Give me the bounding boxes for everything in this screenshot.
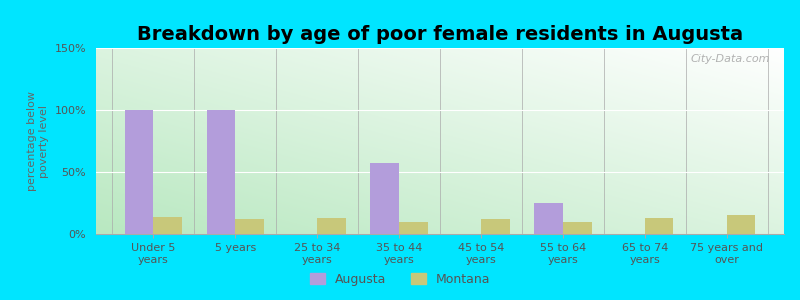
Bar <box>645 218 674 234</box>
Bar <box>726 215 755 234</box>
Bar <box>370 163 399 234</box>
Bar <box>317 218 346 234</box>
Bar <box>534 203 563 234</box>
Title: Breakdown by age of poor female residents in Augusta: Breakdown by age of poor female resident… <box>137 25 743 44</box>
Bar <box>563 222 591 234</box>
Bar <box>399 222 428 234</box>
Bar <box>154 217 182 234</box>
Bar <box>235 219 264 234</box>
Y-axis label: percentage below
poverty level: percentage below poverty level <box>27 91 49 191</box>
Bar <box>481 219 510 234</box>
Bar <box>125 110 154 234</box>
Legend: Augusta, Montana: Augusta, Montana <box>305 268 495 291</box>
Text: City-Data.com: City-Data.com <box>690 54 770 64</box>
Bar <box>206 110 235 234</box>
